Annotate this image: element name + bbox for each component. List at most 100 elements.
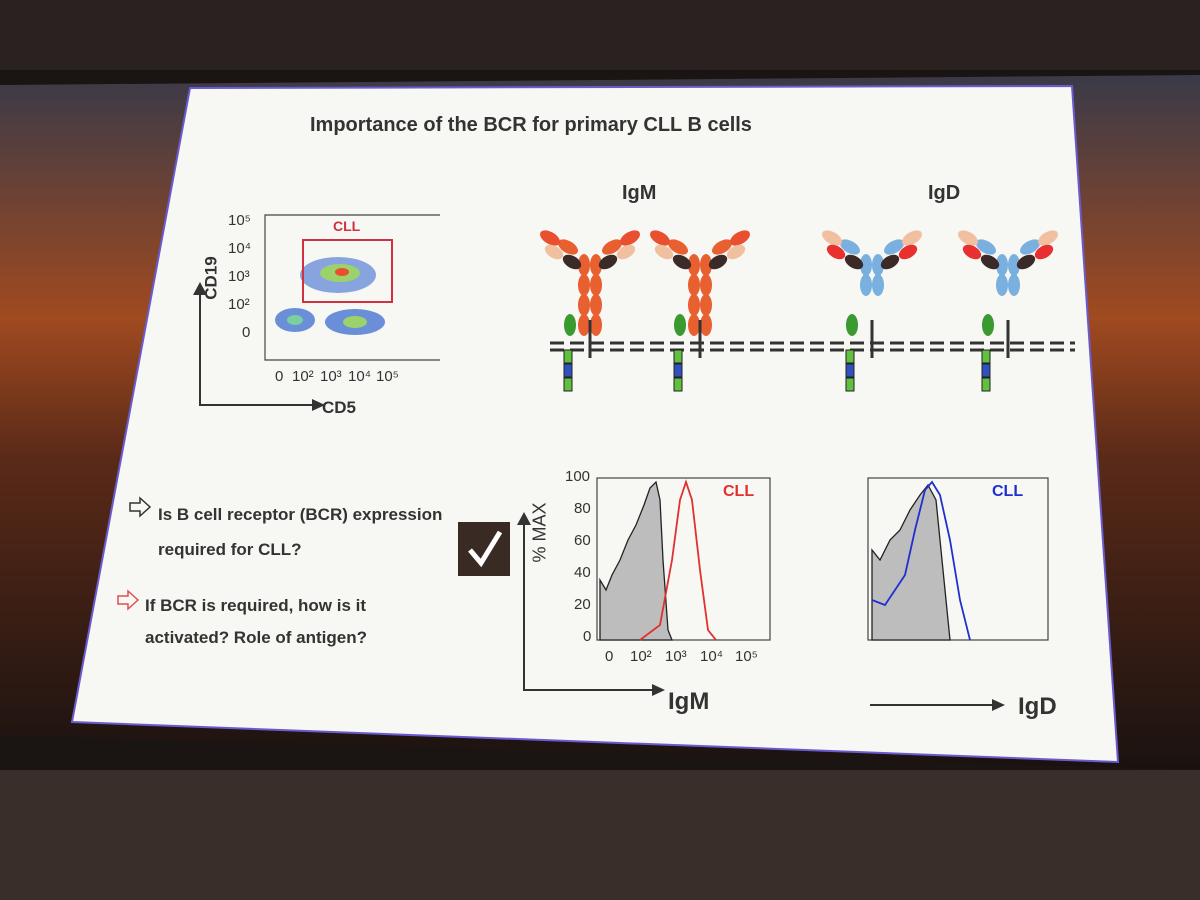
flow-plot xyxy=(193,214,440,411)
antibody-part xyxy=(564,314,576,336)
histogram-igm xyxy=(517,477,771,696)
floor xyxy=(0,770,1200,900)
antibody-part xyxy=(650,230,670,246)
tick-label: 10³ xyxy=(320,368,342,385)
antibody-part xyxy=(673,349,683,364)
antibody-part xyxy=(845,377,855,392)
antibody-part xyxy=(996,274,1008,296)
y-axis-label: CD19 xyxy=(201,256,221,300)
tick-label: 0 xyxy=(275,368,284,385)
tick-label: 10³ xyxy=(228,268,250,285)
antibody-part xyxy=(1016,254,1036,270)
question: Is B cell receptor (BCR) expression requ… xyxy=(158,505,443,559)
antibody-part xyxy=(981,349,991,364)
antibody-part xyxy=(872,274,884,296)
tick-label: 10⁵ xyxy=(735,648,758,665)
antibody-part xyxy=(544,244,564,260)
legend-label: CLL xyxy=(723,483,755,500)
antibody-part xyxy=(562,254,582,270)
antibody-part xyxy=(826,244,846,260)
question: If BCR is required, how is it activated?… xyxy=(145,596,367,647)
antibody-part xyxy=(563,363,573,378)
tick-label: 10⁴ xyxy=(348,368,372,385)
antibody-part xyxy=(860,254,872,276)
antibody-part xyxy=(822,230,842,246)
antibody-part xyxy=(981,377,991,392)
antibody-part xyxy=(1034,244,1054,260)
tick-label: 10² xyxy=(292,368,314,385)
histogram-igd xyxy=(867,477,1049,711)
antibody-part xyxy=(668,239,688,255)
antibody-part xyxy=(674,314,686,336)
antibody-part xyxy=(726,244,746,260)
antibody-part xyxy=(860,274,872,296)
antibody-part xyxy=(688,314,700,336)
tick-label: 0 xyxy=(242,324,251,341)
tick-label: 10⁵ xyxy=(376,368,399,385)
antibody-part xyxy=(578,274,590,296)
antibody-part xyxy=(962,244,982,260)
antibody-part xyxy=(980,254,1000,270)
antibody-part xyxy=(578,314,590,336)
antibody-part xyxy=(590,294,602,316)
arrow-icon xyxy=(117,589,140,611)
antibody-part xyxy=(688,274,700,296)
antibody-part xyxy=(616,244,636,260)
gate-label: CLL xyxy=(333,218,361,234)
antibody-part xyxy=(976,239,996,255)
antibody-part xyxy=(700,254,712,276)
antibody-part xyxy=(700,274,712,296)
check-mark xyxy=(468,530,503,568)
antibody-part xyxy=(598,254,618,270)
tick-label: 20 xyxy=(574,596,591,613)
antibody-part xyxy=(672,254,692,270)
antibody-part xyxy=(620,230,640,246)
antibody-part xyxy=(872,254,884,276)
tick-label: 10⁴ xyxy=(228,240,252,257)
y-axis-label: % MAX xyxy=(529,502,550,563)
antibody-part xyxy=(982,314,994,336)
antibody-part xyxy=(673,377,683,392)
antibody-part xyxy=(590,254,602,276)
antibody-part xyxy=(840,239,860,255)
antibody-part xyxy=(590,274,602,296)
antibody-part xyxy=(590,314,602,336)
tick-label: 10² xyxy=(228,296,250,313)
tick-label: 10² xyxy=(630,648,652,665)
antibody-part xyxy=(1008,254,1020,276)
tick-label: 40 xyxy=(574,564,591,581)
tick-label: 10⁵ xyxy=(228,212,251,229)
tick-label: 0 xyxy=(605,648,614,665)
antibody-part xyxy=(700,314,712,336)
x-axis-label: IgM xyxy=(668,688,710,715)
x-axis-label: CD5 xyxy=(322,398,357,417)
antibody-part xyxy=(540,230,560,246)
tick-label: 100 xyxy=(565,468,591,485)
antibody-part xyxy=(688,294,700,316)
antibody-part xyxy=(996,254,1008,276)
tick-label: 0 xyxy=(583,628,592,645)
antibody-part xyxy=(1038,230,1058,246)
antibody-part xyxy=(558,239,578,255)
antibody-part xyxy=(1020,239,1040,255)
igm-label: IgM xyxy=(622,182,657,204)
slide xyxy=(70,84,1120,764)
x-axis-label: IgD xyxy=(1018,693,1057,720)
tick-label: 80 xyxy=(574,500,591,517)
antibody-part xyxy=(880,254,900,270)
antibody-part xyxy=(563,377,573,392)
antibody-part xyxy=(730,230,750,246)
antibody-part xyxy=(700,294,712,316)
antibody-part xyxy=(654,244,674,260)
antibody-part xyxy=(1008,274,1020,296)
antibody-part xyxy=(898,244,918,260)
antibody-part xyxy=(958,230,978,246)
check-box xyxy=(458,522,510,576)
tick-label: 60 xyxy=(574,532,591,549)
antibody-part xyxy=(846,314,858,336)
antibody-part xyxy=(578,254,590,276)
arrow-icon xyxy=(129,496,152,518)
antibody-part xyxy=(845,349,855,364)
